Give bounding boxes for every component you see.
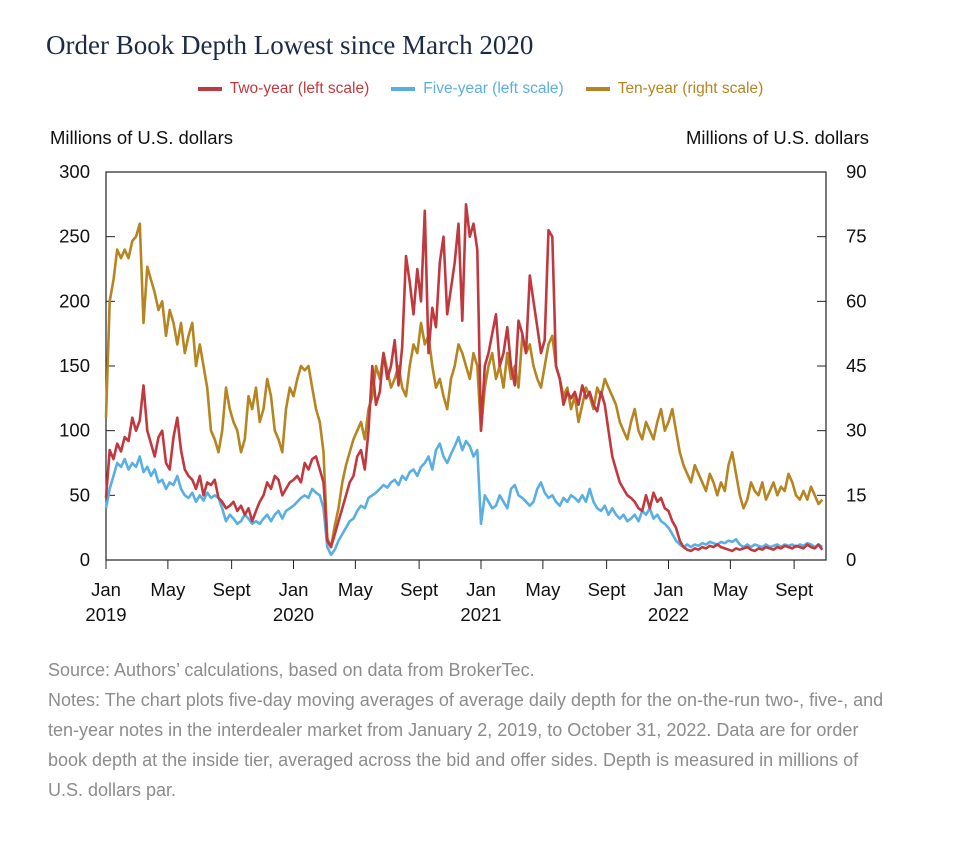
- x-tick-label: Jan: [279, 579, 309, 600]
- notes-text: Notes: The chart plots five-day moving a…: [48, 690, 884, 800]
- right-y-tick-label: 0: [846, 549, 856, 570]
- x-tick-label: Jan: [654, 579, 684, 600]
- legend-swatch-five-year: [391, 87, 416, 91]
- x-tick-label: May: [713, 579, 749, 600]
- left-axis-unit-label: Millions of U.S. dollars: [50, 127, 234, 148]
- x-tick-label: May: [338, 579, 374, 600]
- legend-item-ten-year: Ten-year (right scale): [585, 80, 764, 98]
- left-y-tick-label: 200: [59, 290, 90, 311]
- x-tick-label: Jan: [91, 579, 121, 600]
- left-y-tick-label: 50: [69, 484, 90, 505]
- left-y-tick-label: 250: [59, 226, 90, 247]
- legend-item-five-year: Five-year (left scale): [391, 80, 564, 98]
- legend-label-five-year: Five-year (left scale): [423, 80, 564, 97]
- x-tick-label: May: [150, 579, 186, 600]
- chart-legend: Two-year (left scale) Five-year (left sc…: [0, 80, 961, 98]
- source-note: Source: Authors’ calculations, based on …: [48, 660, 535, 680]
- x-tick-label: May: [525, 579, 561, 600]
- legend-swatch-ten-year: [585, 87, 610, 91]
- left-y-tick-label: 100: [59, 420, 90, 441]
- left-y-tick-label: 300: [59, 161, 90, 182]
- x-tick-label: Sept: [400, 579, 438, 600]
- x-tick-year-label: 2019: [85, 604, 126, 625]
- left-y-tick-label: 150: [59, 355, 90, 376]
- series-line-ten-year: [104, 222, 824, 549]
- right-y-tick-label: 75: [846, 226, 867, 247]
- x-tick-year-label: 2021: [460, 604, 501, 625]
- x-tick-year-label: 2020: [273, 604, 314, 625]
- legend-label-ten-year: Ten-year (right scale): [617, 80, 764, 97]
- line-chart: 0 50 100 150 200 250 300 0 15 30 45 60 75 90 Jan 2019 Ma…: [59, 161, 867, 625]
- x-tick-label: Sept: [588, 579, 626, 600]
- legend-label-two-year: Two-year (left scale): [229, 80, 370, 97]
- chart-footer: Source: Authors’ calculations, based on …: [48, 655, 888, 805]
- right-y-tick-label: 90: [846, 161, 867, 182]
- right-axis-unit-label: Millions of U.S. dollars: [685, 127, 869, 148]
- x-tick-year-label: 2022: [648, 604, 689, 625]
- right-y-tick-label: 15: [846, 484, 867, 505]
- series-line-five-year: [104, 435, 824, 557]
- right-y-tick-label: 45: [846, 355, 867, 376]
- series-line-two-year: [104, 203, 824, 553]
- right-y-tick-label: 60: [846, 290, 867, 311]
- right-y-tick-label: 30: [846, 420, 867, 441]
- chart-title: Order Book Depth Lowest since March 2020: [46, 30, 534, 60]
- x-tick-label: Jan: [466, 579, 496, 600]
- legend-swatch-two-year: [197, 87, 222, 91]
- legend-item-two-year: Two-year (left scale): [197, 80, 370, 98]
- x-tick-label: Sept: [775, 579, 813, 600]
- left-y-tick-label: 0: [80, 549, 90, 570]
- x-tick-label: Sept: [213, 579, 251, 600]
